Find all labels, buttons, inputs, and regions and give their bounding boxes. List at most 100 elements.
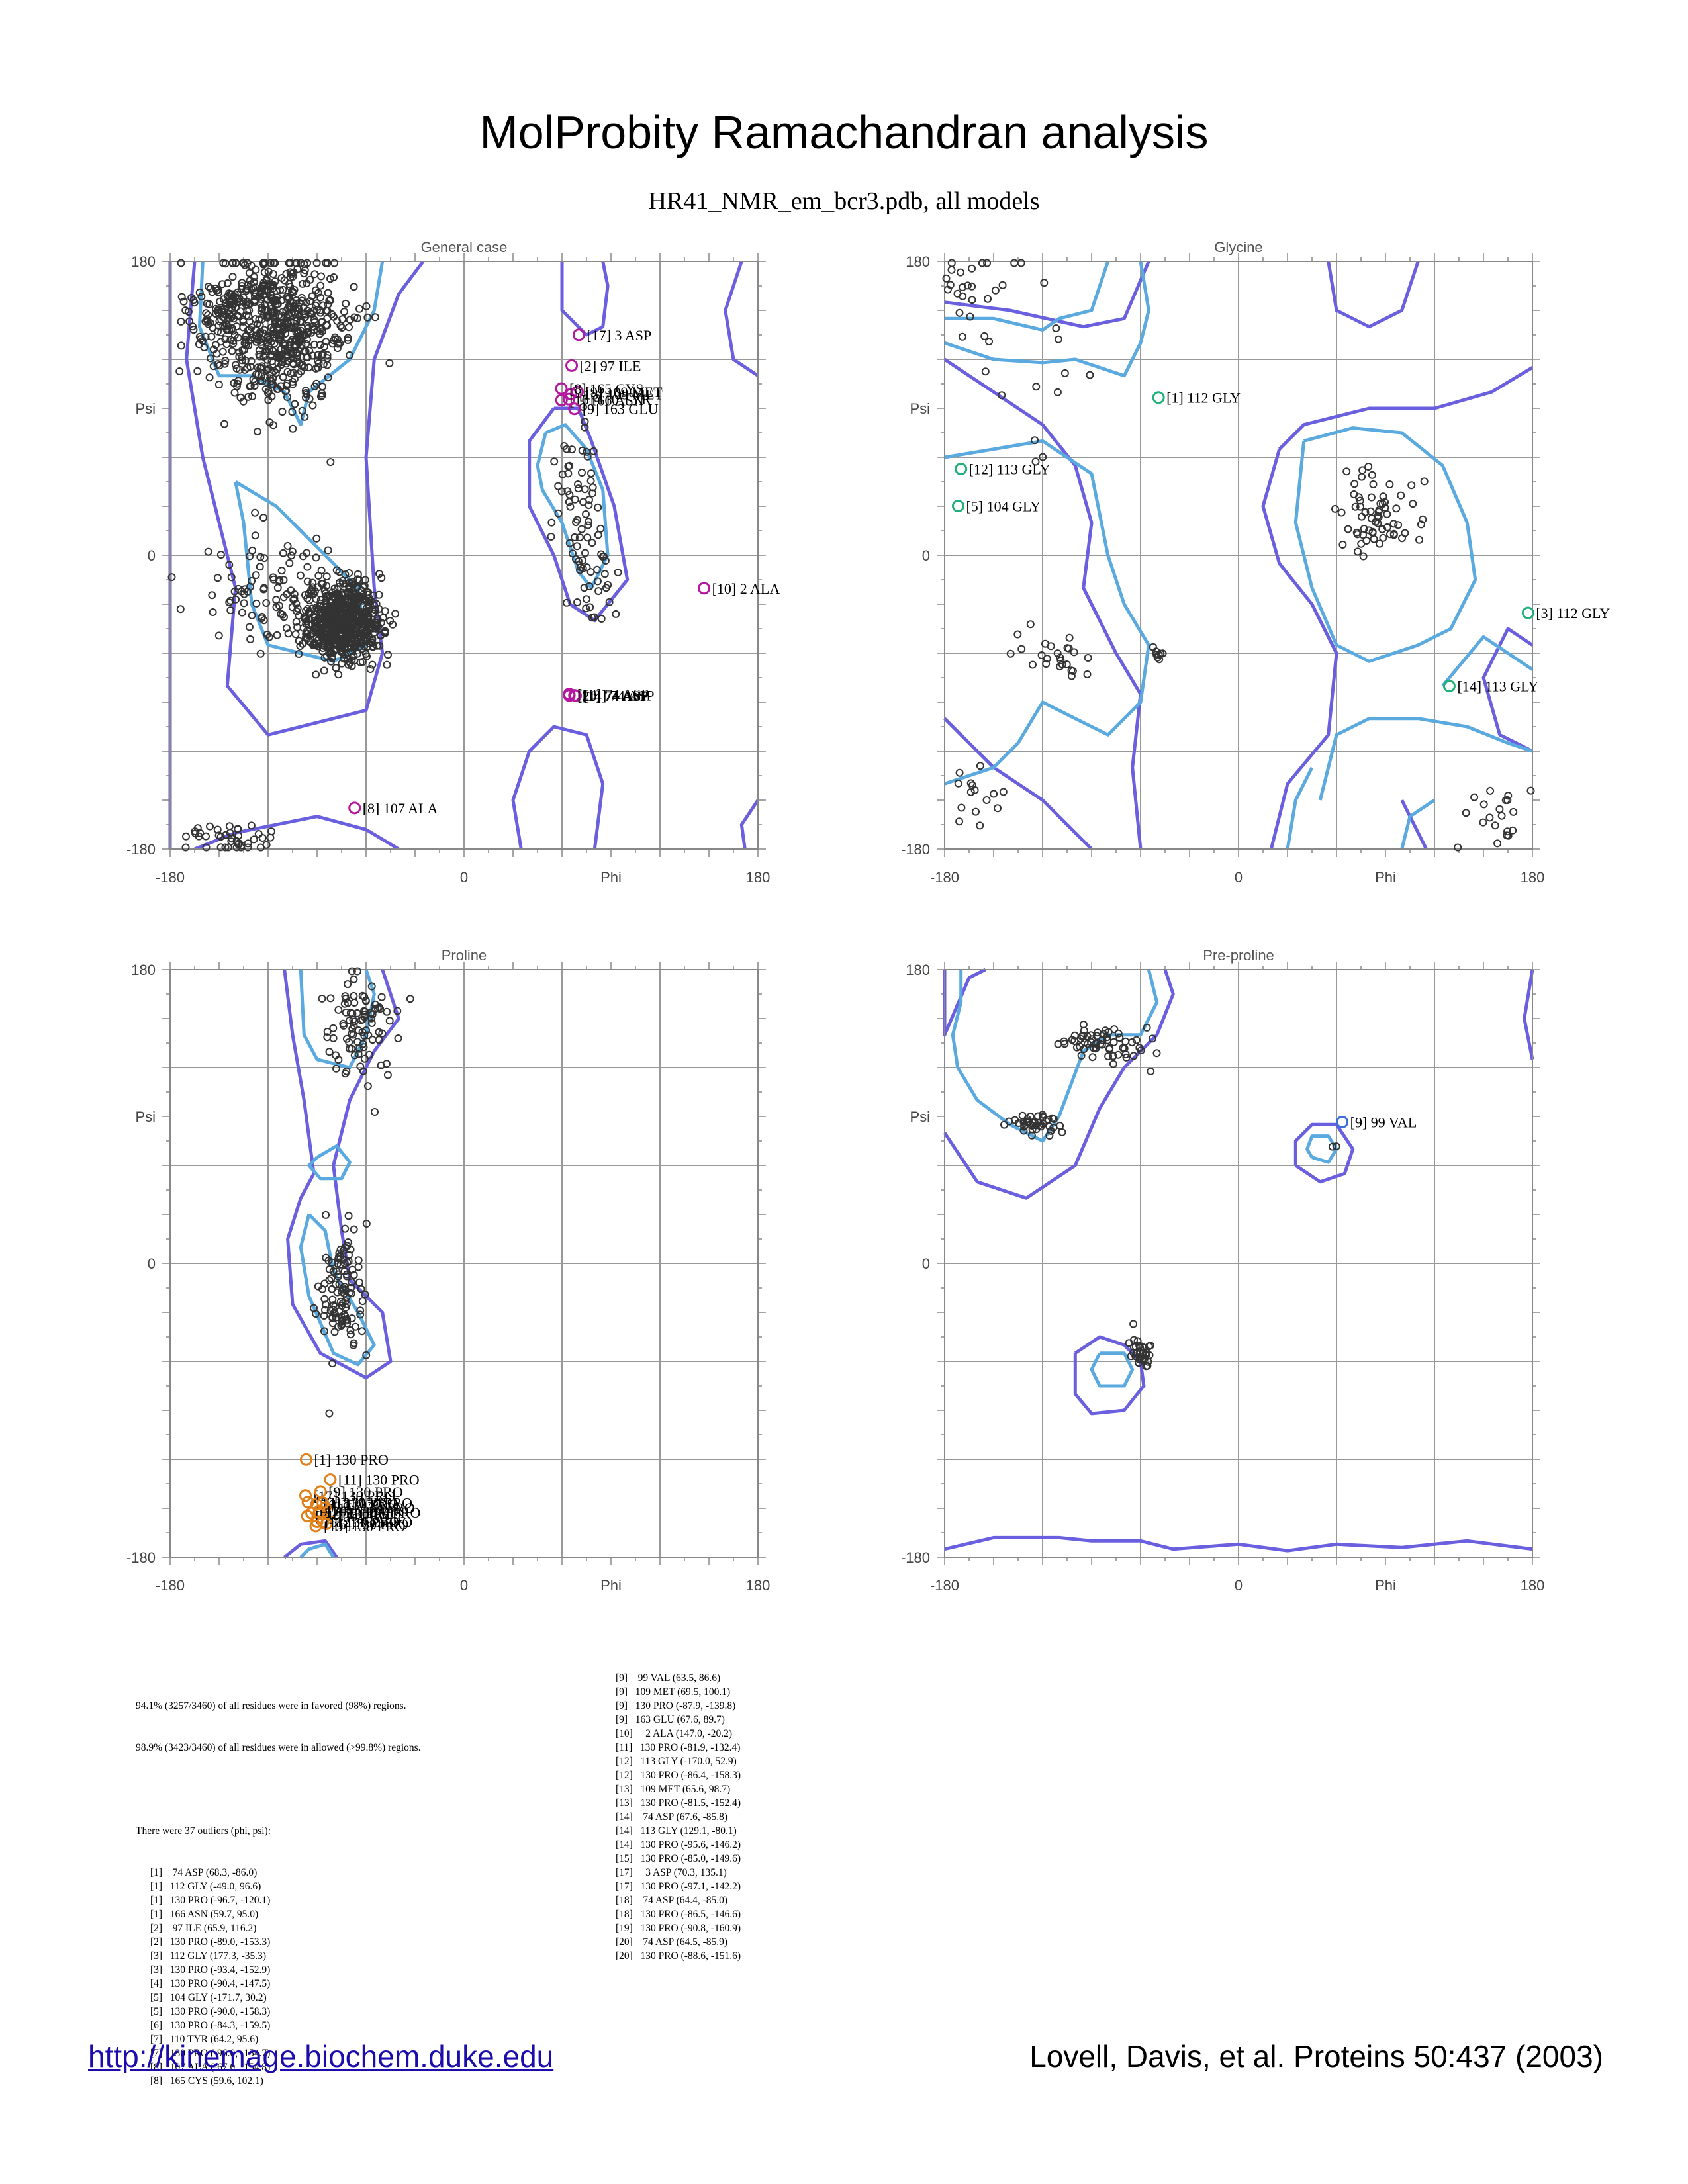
contour-favored — [307, 1144, 352, 1181]
residue-point — [332, 1051, 340, 1060]
residue-point — [1379, 533, 1387, 542]
residue-point — [181, 843, 190, 852]
residue-point — [955, 768, 964, 777]
residue-point — [550, 457, 559, 466]
residue-point — [1143, 1023, 1151, 1032]
residue-point — [955, 817, 964, 826]
residue-point — [547, 533, 555, 541]
outlier-list-item: [8] 165 CYS (59.6, 102.1) — [150, 2075, 263, 2087]
residue-point — [998, 391, 1006, 400]
outlier-label: [12] 113 GLY — [969, 461, 1051, 478]
residue-point — [236, 365, 244, 374]
residue-point — [248, 392, 256, 400]
residue-point — [221, 357, 230, 365]
residue-point — [352, 1322, 360, 1331]
residue-point — [358, 1297, 367, 1306]
residue-point — [191, 827, 199, 836]
residue-point — [326, 994, 335, 1003]
residue-point — [238, 353, 246, 362]
residue-point — [229, 337, 238, 345]
residue-point — [328, 1295, 337, 1304]
y-tick-label: -180 — [901, 1549, 930, 1566]
residue-point — [290, 594, 299, 603]
residue-point — [234, 584, 243, 593]
residue-point — [187, 294, 196, 302]
outlier-point — [563, 689, 576, 702]
residue-point — [219, 259, 228, 267]
outlier-point — [565, 359, 579, 372]
residue-point — [323, 351, 332, 359]
residue-point — [195, 832, 203, 841]
residue-point — [383, 1007, 391, 1016]
outlier-label: [2] 130 PRO — [326, 1506, 400, 1522]
contour-favored — [1400, 798, 1436, 850]
residue-point — [557, 487, 566, 496]
residue-point — [363, 1082, 372, 1091]
residue-point — [346, 351, 353, 359]
residue-point — [391, 610, 400, 618]
y-tick-label: 180 — [131, 253, 156, 270]
residue-point — [262, 599, 271, 607]
residue-point — [246, 552, 254, 561]
residue-point — [264, 280, 273, 289]
residue-point — [204, 547, 212, 556]
residue-point — [318, 579, 327, 588]
residue-point — [362, 1026, 371, 1034]
residue-point — [265, 365, 273, 373]
residue-point — [258, 315, 266, 324]
residue-point — [583, 533, 592, 542]
residue-point — [1129, 1348, 1138, 1357]
residue-point — [350, 975, 358, 983]
residue-point — [360, 1054, 369, 1063]
outlier-point — [299, 1453, 312, 1466]
residue-point — [999, 788, 1008, 796]
residue-point — [985, 338, 994, 345]
outlier-point — [951, 500, 964, 513]
residue-point — [1070, 648, 1078, 657]
plot-border — [169, 261, 759, 850]
residue-point — [588, 539, 596, 547]
residue-point — [246, 635, 255, 643]
residue-point — [292, 617, 301, 626]
residue-point — [1493, 839, 1502, 848]
residue-point — [195, 288, 204, 296]
residue-point — [323, 1028, 332, 1036]
residue-point — [316, 341, 324, 349]
residue-point — [594, 531, 602, 539]
residue-point — [256, 563, 264, 571]
residue-point — [316, 392, 325, 401]
residue-point — [959, 283, 966, 291]
residue-point — [291, 400, 299, 408]
residue-point — [1386, 530, 1394, 539]
residue-point — [283, 624, 291, 633]
outlier-list-item: [7] 130 PRO (-96.0, -154.7) — [150, 2048, 271, 2059]
outlier-label: [1] 74 ASP — [583, 688, 648, 704]
outlier-points: [17] 3 ASP [2] 97 ILE [13] 109 MET[9] 109 … — [348, 327, 780, 817]
residue-point — [271, 259, 279, 267]
residue-point — [383, 660, 391, 669]
residue-point — [362, 302, 371, 310]
residue-point — [344, 632, 352, 641]
residue-point — [1374, 508, 1383, 516]
outlier-points: [1] 130 PRO[11] 130 PRO[17] 130 PRO[13] … — [299, 1451, 420, 1535]
residue-point — [1029, 660, 1037, 669]
contour-allowed — [194, 815, 400, 851]
residue-point — [1031, 436, 1039, 445]
residue-point — [251, 283, 259, 292]
outlier-list-item: [12] 113 GLY (-170.0, 52.9) — [616, 1756, 737, 1767]
residue-point — [214, 381, 223, 388]
residue-point — [279, 576, 288, 584]
footer-citation: Lovell, Davis, et al. Proteins 50:437 (2… — [1029, 2039, 1603, 2073]
residue-point — [267, 827, 275, 836]
residue-point — [368, 639, 377, 647]
outlier-list-item: [13] 130 PRO (-81.5, -152.4) — [616, 1797, 741, 1809]
residue-point — [336, 610, 344, 619]
residue-point — [215, 361, 224, 370]
residue-point — [299, 639, 306, 648]
residue-point — [1032, 383, 1041, 391]
residue-point — [283, 590, 291, 598]
footer-link[interactable]: http://kinemage.biochem.duke.edu — [88, 2039, 554, 2073]
residue-point — [1103, 1033, 1111, 1042]
residue-point — [361, 1290, 369, 1298]
residue-point — [329, 1034, 338, 1042]
